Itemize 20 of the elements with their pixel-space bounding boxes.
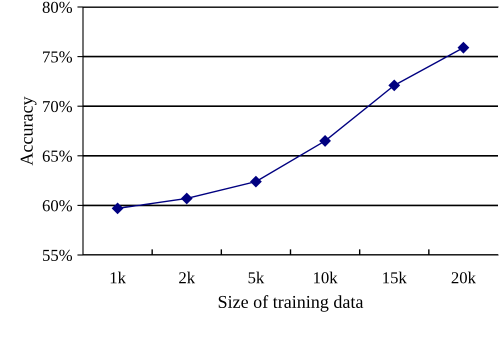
x-axis-title: Size of training data: [218, 295, 364, 312]
point: [112, 202, 124, 214]
x-tick-label: 1k: [110, 272, 126, 284]
point: [319, 135, 331, 147]
y-tick-label: 65%: [42, 150, 72, 162]
x-tick-label: 10k: [314, 272, 338, 284]
y-tick-label: 80%: [42, 2, 72, 13]
point: [388, 80, 400, 91]
y-tick-label: 55%: [43, 250, 72, 261]
y-axis-title: Accuracy: [20, 96, 36, 166]
y-tick-label: 60%: [42, 200, 72, 212]
x-tick-label: 15k: [383, 272, 407, 284]
y-tick-label: 75%: [43, 51, 72, 63]
y-tick-label: 70%: [43, 100, 72, 112]
x-tick-label: 2k: [179, 272, 196, 284]
x-tick-label: 20k: [452, 272, 476, 284]
point: [181, 192, 192, 204]
x-tick-label: 5k: [248, 272, 264, 284]
point: [458, 42, 470, 54]
point: [250, 176, 262, 188]
